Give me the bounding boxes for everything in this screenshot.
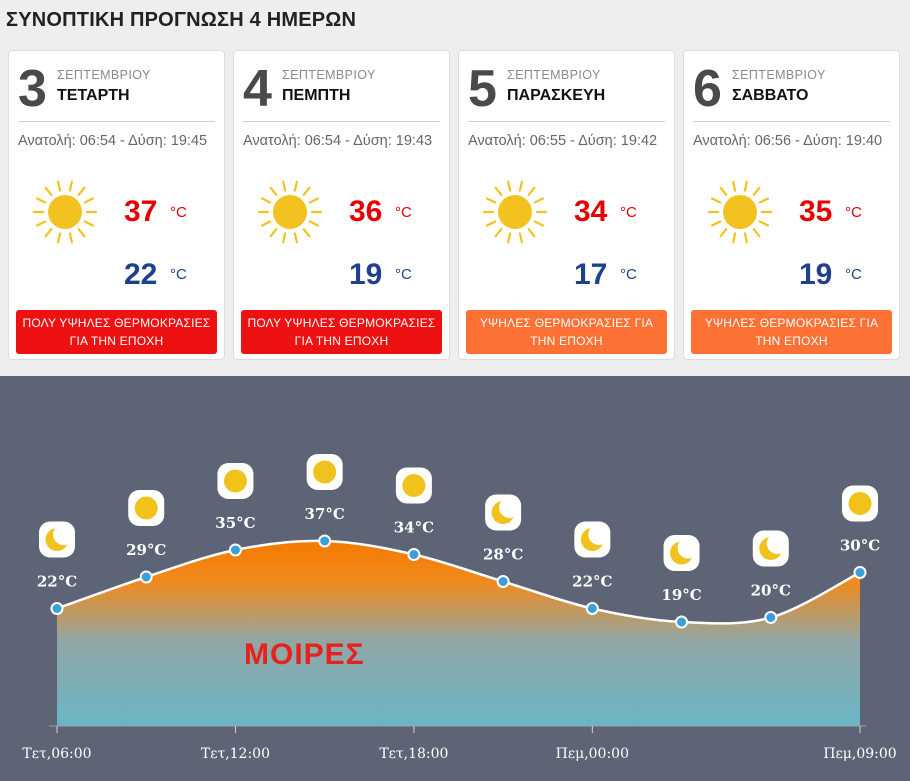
weekday-label: ΠΕΜΠΤΗ xyxy=(282,87,351,104)
moon-icon xyxy=(485,494,522,531)
divider xyxy=(243,121,440,122)
warning-badge: ΥΨΗΛΕΣ ΘΕΡΜΟΚΡΑΣΙΕΣ ΓΙΑ ΤΗΝ ΕΠΟΧΗ xyxy=(691,310,892,354)
sun-icon xyxy=(128,490,165,526)
weekday-label: ΤΕΤΑΡΤΗ xyxy=(57,87,130,104)
sunrise-sunset: Ανατολή: 06:54 - Δύση: 19:45 xyxy=(18,133,208,149)
max-temp: 37 xyxy=(124,195,158,228)
month-label: ΣΕΠΤΕΜΒΡΙΟΥ xyxy=(507,68,601,82)
min-temp: 17 xyxy=(574,258,608,291)
min-temp-unit: °C xyxy=(395,266,412,283)
warning-badge: ΠΟΛΥ ΥΨΗΛΕΣ ΘΕΡΜΟΚΡΑΣΙΕΣ ΓΙΑ ΤΗΝ ΕΠΟΧΗ xyxy=(241,310,442,354)
temp-label: 34°C xyxy=(394,519,434,537)
moon-icon xyxy=(752,530,789,567)
temp-point xyxy=(139,570,153,584)
month-label: ΣΕΠΤΕΜΒΡΙΟΥ xyxy=(57,68,151,82)
max-temp: 36 xyxy=(349,195,383,228)
sun-icon xyxy=(32,180,98,244)
sunrise-sunset: Ανατολή: 06:55 - Δύση: 19:42 xyxy=(468,133,658,149)
min-temp-unit: °C xyxy=(845,266,862,283)
day-card: 3 ΣΕΠΤΕΜΒΡΙΟΥ ΤΕΤΑΡΤΗ Ανατολή: 06:54 - Δ… xyxy=(8,50,225,360)
min-temp-unit: °C xyxy=(170,266,187,283)
sun-icon xyxy=(482,180,548,244)
warning-badge: ΥΨΗΛΕΣ ΘΕΡΜΟΚΡΑΣΙΕΣ ΓΙΑ ΤΗΝ ΕΠΟΧΗ xyxy=(466,310,667,354)
temp-point xyxy=(675,615,689,629)
month-label: ΣΕΠΤΕΜΒΡΙΟΥ xyxy=(732,68,826,82)
sun-icon xyxy=(395,467,432,504)
temp-point xyxy=(228,543,242,557)
day-number: 4 xyxy=(243,60,272,118)
weekday-label: ΠΑΡΑΣΚΕΥΗ xyxy=(507,87,606,104)
warning-badge: ΠΟΛΥ ΥΨΗΛΕΣ ΘΕΡΜΟΚΡΑΣΙΕΣ ΓΙΑ ΤΗΝ ΕΠΟΧΗ xyxy=(16,310,217,354)
max-temp-unit: °C xyxy=(845,204,862,221)
sunrise-sunset: Ανατολή: 06:54 - Δύση: 19:43 xyxy=(243,133,433,149)
temp-point xyxy=(407,548,421,561)
temp-label: 30°C xyxy=(840,537,880,555)
temp-point xyxy=(318,534,332,548)
sun-icon xyxy=(306,454,343,490)
x-tick-label: Πεμ,09:00 xyxy=(823,746,896,762)
divider xyxy=(468,121,665,122)
x-tick-label: Τετ,06:00 xyxy=(22,746,91,762)
watermark: ΜΟΙΡΕΣ xyxy=(244,638,365,671)
day-card: 6 ΣΕΠΤΕΜΒΡΙΟΥ ΣΑΒΒΑΤΟ Ανατολή: 06:56 - Δ… xyxy=(683,50,900,360)
day-number: 3 xyxy=(18,60,47,118)
min-temp-unit: °C xyxy=(620,266,637,283)
temp-label: 19°C xyxy=(661,586,701,604)
sun-icon xyxy=(842,485,878,522)
max-temp: 34 xyxy=(574,195,608,228)
temperature-line xyxy=(56,539,861,625)
moon-icon xyxy=(39,521,75,558)
min-temp: 19 xyxy=(349,258,383,291)
sun-icon xyxy=(217,463,254,499)
temp-label: 37°C xyxy=(305,505,345,523)
day-card: 5 ΣΕΠΤΕΜΒΡΙΟΥ ΠΑΡΑΣΚΕΥΗ Ανατολή: 06:55 -… xyxy=(458,50,675,360)
min-temp: 19 xyxy=(799,258,833,291)
sun-icon xyxy=(257,180,323,244)
moon-icon xyxy=(663,535,700,571)
day-number: 5 xyxy=(468,60,497,118)
max-temp-unit: °C xyxy=(620,204,637,221)
temp-point xyxy=(50,602,64,615)
day-card: 4 ΣΕΠΤΕΜΒΡΙΟΥ ΠΕΜΠΤΗ Ανατολή: 06:54 - Δύ… xyxy=(233,50,450,360)
month-label: ΣΕΠΤΕΜΒΡΙΟΥ xyxy=(282,68,376,82)
sunrise-sunset: Ανατολή: 06:56 - Δύση: 19:40 xyxy=(693,133,883,149)
divider xyxy=(693,121,890,122)
chart-svg: Τετ,06:00 Τετ,12:00 Τετ,18:00 Πεμ,00:00 Πεμ,… xyxy=(22,454,897,762)
temp-label: 29°C xyxy=(126,541,166,559)
weekday-label: ΣΑΒΒΑΤΟ xyxy=(732,87,809,104)
page-title: ΣΥΝΟΠΤΙΚΗ ΠΡΟΓΝΩΣΗ 4 ΗΜΕΡΩΝ xyxy=(6,9,357,31)
divider xyxy=(18,121,215,122)
sun-icon xyxy=(707,180,773,244)
temp-point xyxy=(585,602,599,615)
moon-icon xyxy=(574,521,611,558)
temp-label: 28°C xyxy=(483,546,523,564)
max-temp: 35 xyxy=(799,195,833,228)
x-tick-label: Τετ,18:00 xyxy=(379,746,448,762)
day-number: 6 xyxy=(693,60,722,118)
temp-label: 22°C xyxy=(37,573,77,591)
min-temp: 22 xyxy=(124,258,158,291)
x-tick-label: Πεμ,00:00 xyxy=(556,746,629,762)
temperature-area xyxy=(57,540,860,726)
max-temp-unit: °C xyxy=(170,204,187,221)
temp-label: 22°C xyxy=(572,573,612,591)
forecast-summary: ΣΥΝΟΠΤΙΚΗ ΠΡΟΓΝΩΣΗ 4 ΗΜΕΡΩΝ 3 ΣΕΠΤΕΜΒΡΙΟ… xyxy=(0,0,910,376)
temp-point xyxy=(853,566,867,579)
temp-label: 20°C xyxy=(751,582,791,600)
temp-label: 35°C xyxy=(215,514,255,532)
max-temp-unit: °C xyxy=(395,204,412,221)
temp-point xyxy=(764,611,778,624)
hourly-temperature-chart: Τετ,06:00 Τετ,12:00 Τετ,18:00 Πεμ,00:00 Πεμ,… xyxy=(0,376,910,781)
x-tick-label: Τετ,12:00 xyxy=(201,746,270,762)
temp-point xyxy=(496,575,510,588)
